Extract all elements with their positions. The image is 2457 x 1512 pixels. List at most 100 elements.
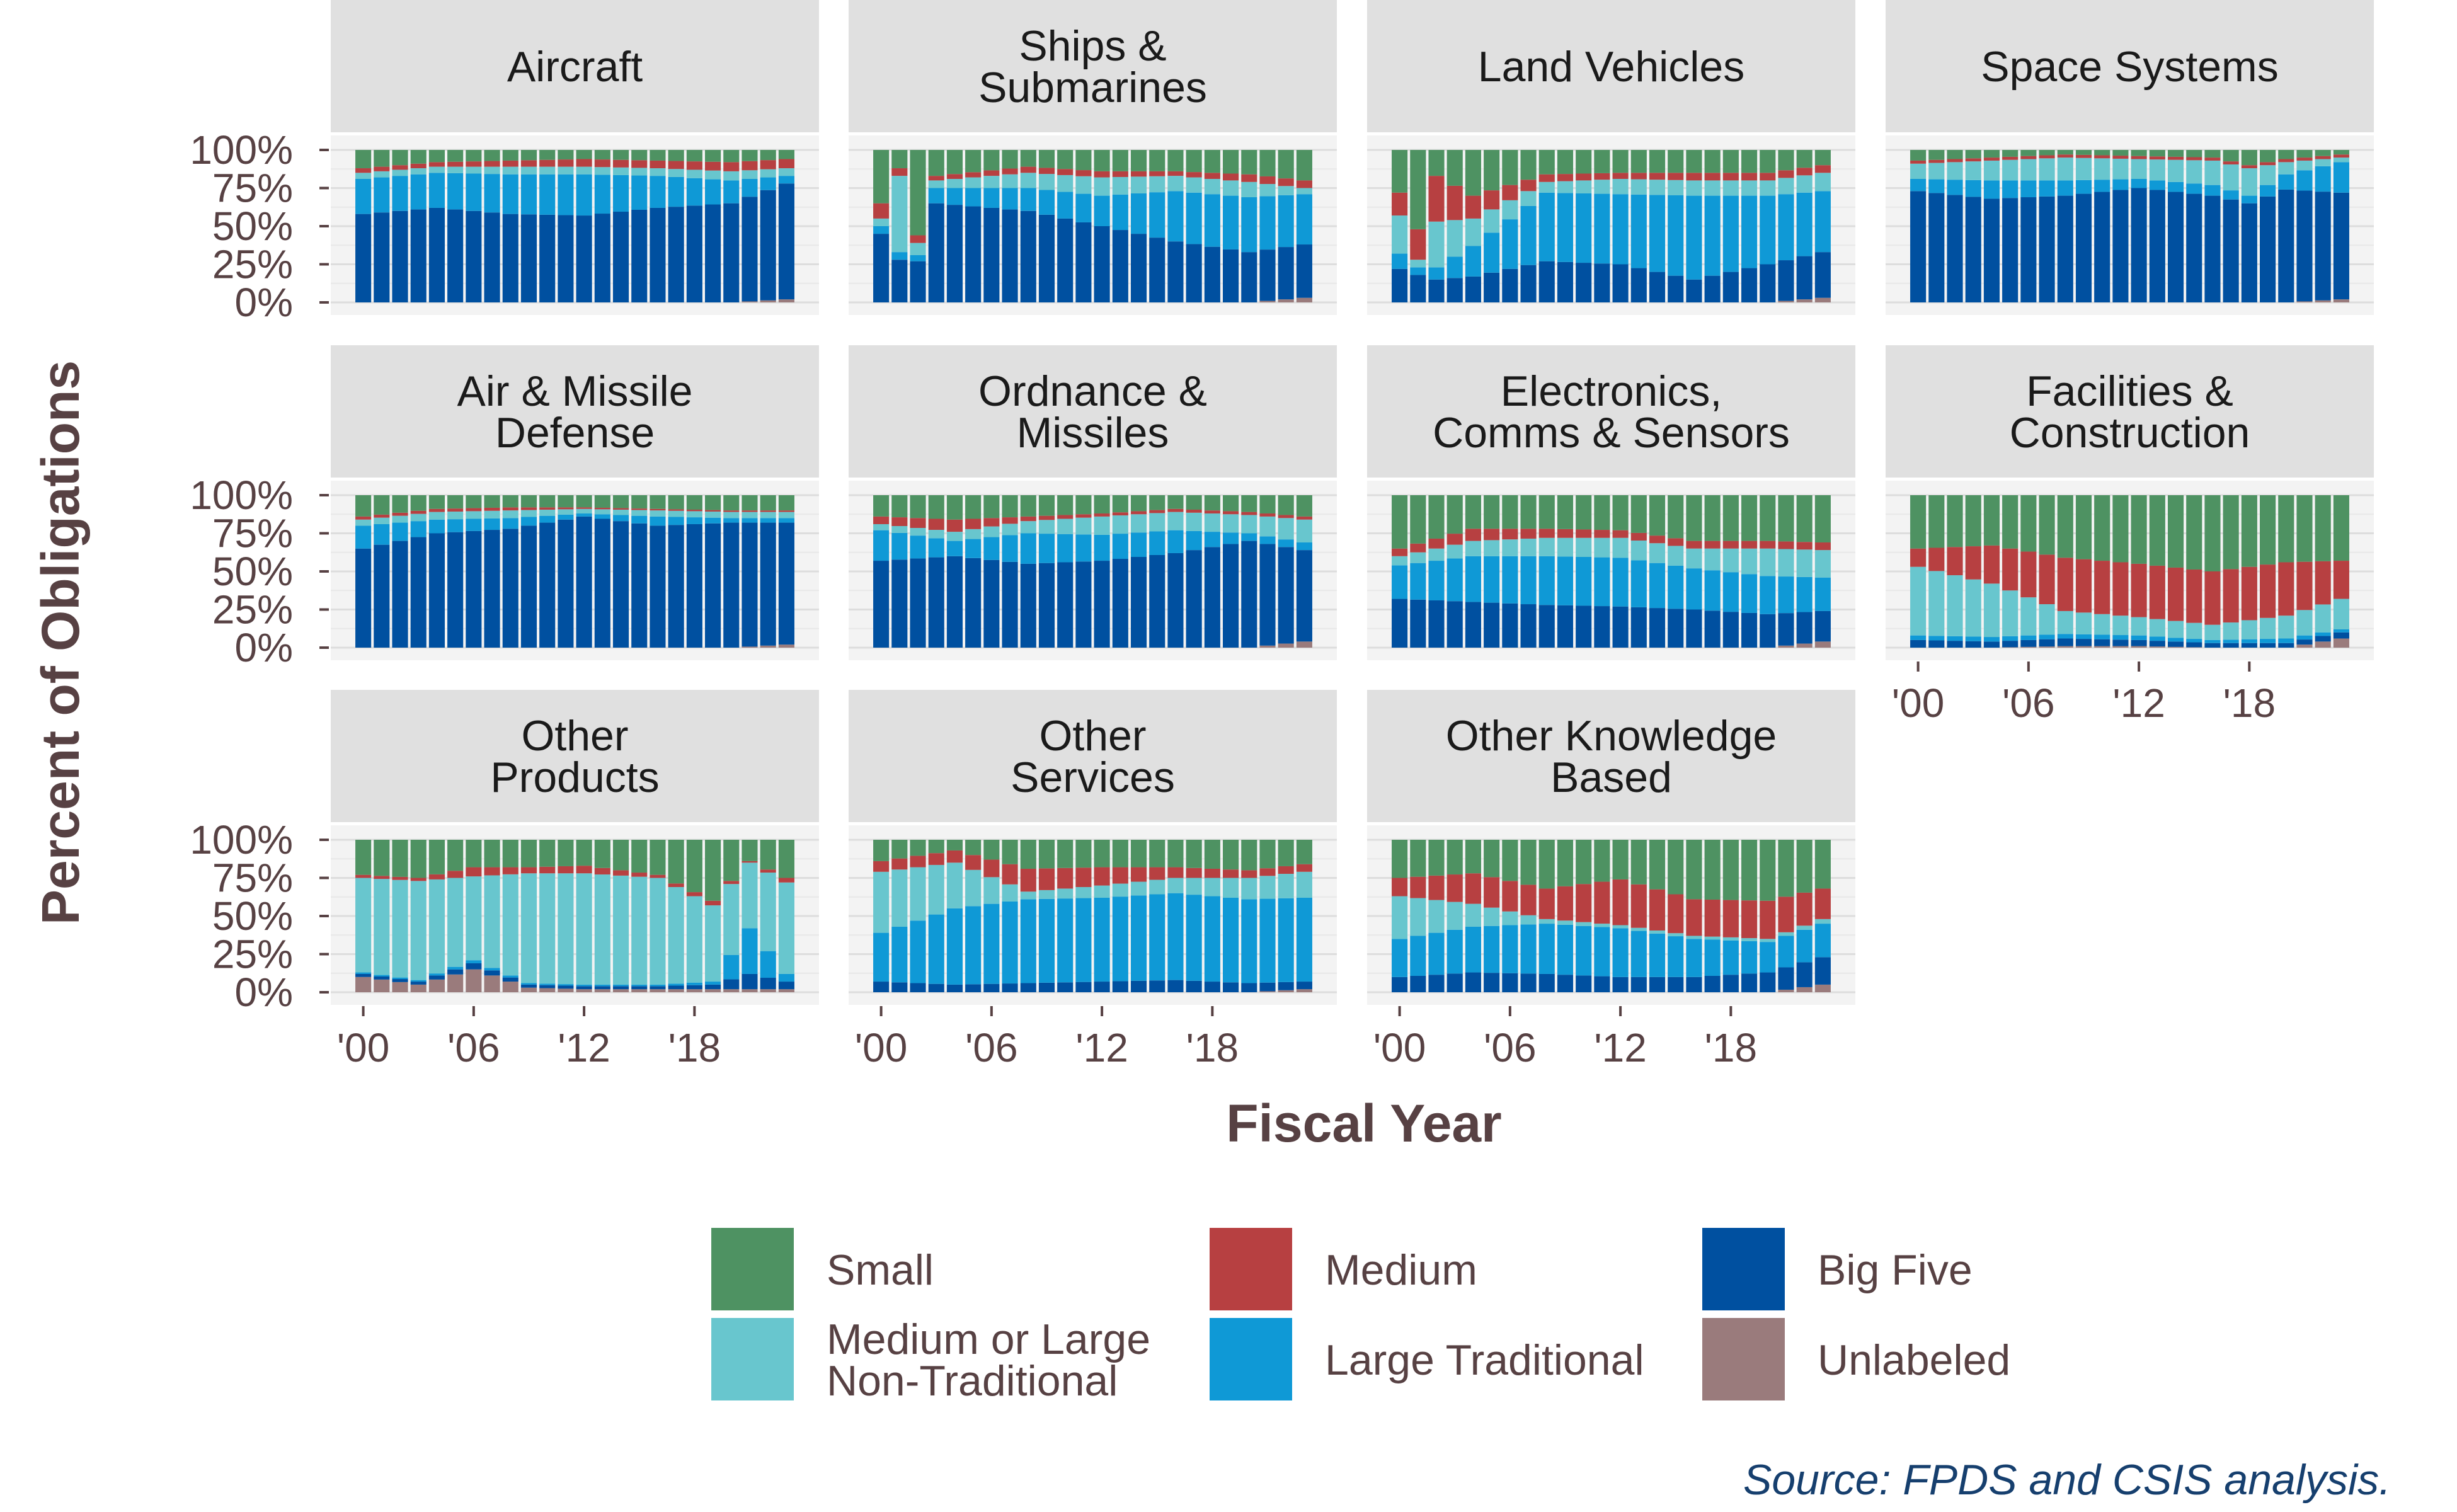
bar-segment-small-2018 (2241, 150, 2257, 166)
bar-segment-medium-2019 (1223, 173, 1239, 181)
bar-segment-medium-2023 (2333, 154, 2349, 158)
bar-segment-unlabeled-2021 (2296, 644, 2313, 648)
bar-segment-big-five-2006 (2020, 639, 2037, 647)
bar-segment-big-five-2022 (1278, 547, 1294, 644)
bar-segment-large-traditional-2019 (2260, 639, 2276, 643)
bar-segment-small-2009 (1557, 495, 1574, 529)
bar-segment-small-2019 (1741, 150, 1758, 173)
panel-electronics-comms-and-sensors: Electronics,Comms & Sensors (1367, 345, 1855, 660)
bar-segment-small-2019 (2260, 150, 2276, 163)
bar-segment-large-traditional-2002 (392, 522, 408, 541)
bar-segment-large-traditional-2021 (1259, 196, 1276, 250)
bar-segment-big-five-2013 (1630, 976, 1647, 992)
bar-segment-large-traditional-2002 (910, 536, 926, 559)
bar-segment-medium-or-large-non-traditional-2017 (668, 510, 684, 517)
bar-segment-large-traditional-2005 (965, 539, 982, 558)
bar-segment-small-2011 (1594, 495, 1610, 530)
bar-segment-medium-or-large-non-traditional-2021 (742, 170, 758, 179)
bar-segment-medium-or-large-non-traditional-2014 (1649, 930, 1666, 934)
bar-segment-medium-2016 (1686, 541, 1702, 549)
bar-segment-medium-or-large-non-traditional-2002 (1428, 548, 1445, 561)
bar-segment-medium-or-large-non-traditional-2013 (1112, 515, 1128, 534)
bar-segment-medium-or-large-non-traditional-2013 (2149, 619, 2165, 637)
bar-segment-small-2003 (1446, 840, 1463, 875)
bar-segment-large-traditional-2018 (1204, 532, 1220, 547)
bar-segment-big-five-2003 (1446, 278, 1463, 302)
bar-segment-medium-2022 (760, 510, 776, 512)
bar-segment-medium-2016 (1167, 171, 1184, 176)
bar-segment-medium-2010 (1057, 515, 1074, 519)
bar-segment-medium-or-large-non-traditional-2001 (1928, 163, 1945, 180)
bar-segment-medium-or-large-non-traditional-2016 (2204, 624, 2221, 640)
bar-segment-big-five-2011 (2112, 639, 2129, 646)
bar-segment-medium-2002 (1428, 176, 1445, 222)
bar-segment-unlabeled-2018 (686, 989, 702, 992)
bar-segment-medium-or-large-non-traditional-2009 (1038, 520, 1055, 534)
panel-strip (1886, 0, 2374, 132)
bar-segment-small-2011 (2112, 150, 2129, 156)
bar-segment-big-five-2011 (2112, 190, 2129, 302)
bar-segment-medium-2000 (355, 516, 372, 520)
bar-segment-medium-2015 (631, 508, 648, 510)
bar-segment-medium-or-large-non-traditional-2002 (910, 867, 926, 921)
bar-segment-large-traditional-2023 (1296, 897, 1312, 982)
bar-segment-large-traditional-2005 (1484, 925, 1500, 973)
bar-segment-medium-2006 (983, 859, 1000, 878)
bar-segment-large-traditional-2019 (705, 517, 721, 524)
bar-segment-large-traditional-2009 (520, 517, 537, 526)
bar-segment-medium-2010 (2094, 561, 2110, 614)
bar-segment-medium-or-large-non-traditional-2020 (1760, 939, 1776, 942)
bar-segment-big-five-2008 (502, 214, 518, 302)
bar-segment-medium-2004 (1983, 158, 2000, 161)
bar-segment-small-2023 (778, 840, 794, 878)
bar-segment-large-traditional-2006 (2020, 180, 2037, 198)
bar-segment-large-traditional-2017 (2223, 190, 2239, 200)
bar-segment-big-five-2020 (1760, 614, 1776, 648)
bar-segment-small-2020 (1241, 150, 1257, 175)
bar-segment-medium-or-large-non-traditional-2023 (778, 882, 794, 974)
bar-segment-medium-or-large-non-traditional-2000 (873, 871, 890, 933)
bar-segment-medium-or-large-non-traditional-2015 (1149, 879, 1166, 895)
bar-segment-large-traditional-2001 (1410, 267, 1426, 275)
bar-segment-medium-or-large-non-traditional-2001 (891, 526, 908, 533)
bar-segment-small-2016 (650, 150, 666, 161)
bar-segment-big-five-2012 (576, 986, 592, 990)
bar-segment-medium-2002 (1428, 538, 1445, 549)
bar-segment-large-traditional-2016 (2204, 639, 2221, 643)
bar-segment-medium-2009 (1557, 174, 1574, 181)
bar-segment-small-2023 (1296, 150, 1312, 181)
y-tick-label: 75% (212, 856, 293, 901)
bar-segment-medium-2022 (1796, 542, 1813, 550)
bar-segment-medium-2008 (1020, 166, 1036, 173)
bar-segment-unlabeled-2023 (778, 989, 794, 992)
bar-segment-big-five-2021 (742, 522, 758, 647)
bar-segment-big-five-2016 (1686, 976, 1702, 992)
bar-segment-small-2008 (1020, 150, 1036, 167)
bar-segment-small-2007 (2039, 150, 2055, 156)
bar-segment-small-2004 (1465, 840, 1481, 874)
bar-segment-medium-or-large-non-traditional-2023 (1296, 871, 1312, 898)
legend-label: Medium or Large (827, 1315, 1150, 1363)
bar-segment-small-2001 (1928, 495, 1945, 548)
bar-segment-unlabeled-2023 (1296, 297, 1312, 302)
legend-item-unlabeled: Unlabeled (1700, 1315, 2010, 1403)
bar-segment-medium-2011 (558, 866, 574, 874)
bar-segment-small-2015 (1668, 150, 1684, 173)
bar-segment-small-2003 (410, 150, 427, 164)
bar-segment-medium-or-large-non-traditional-2011 (1594, 180, 1610, 194)
bar-segment-medium-or-large-non-traditional-2022 (2315, 604, 2331, 633)
panel-title: Space Systems (1981, 43, 2278, 91)
bar-segment-medium-2012 (1094, 867, 1110, 886)
bar-segment-medium-or-large-non-traditional-2005 (1484, 209, 1500, 233)
bar-segment-medium-2022 (2315, 156, 2331, 159)
bar-segment-small-2006 (1502, 495, 1518, 529)
bar-segment-medium-or-large-non-traditional-2015 (2186, 160, 2202, 184)
bar-segment-big-five-2004 (428, 533, 445, 648)
bar-segment-big-five-2010 (539, 985, 556, 988)
bar-segment-small-2021 (1778, 840, 1794, 897)
bar-segment-large-traditional-2007 (484, 518, 500, 530)
bar-segment-medium-or-large-non-traditional-2003 (1965, 579, 1981, 637)
bar-segment-medium-or-large-non-traditional-2006 (466, 876, 482, 961)
bar-segment-small-2014 (2167, 495, 2184, 568)
bar-segment-large-traditional-2020 (723, 180, 740, 203)
